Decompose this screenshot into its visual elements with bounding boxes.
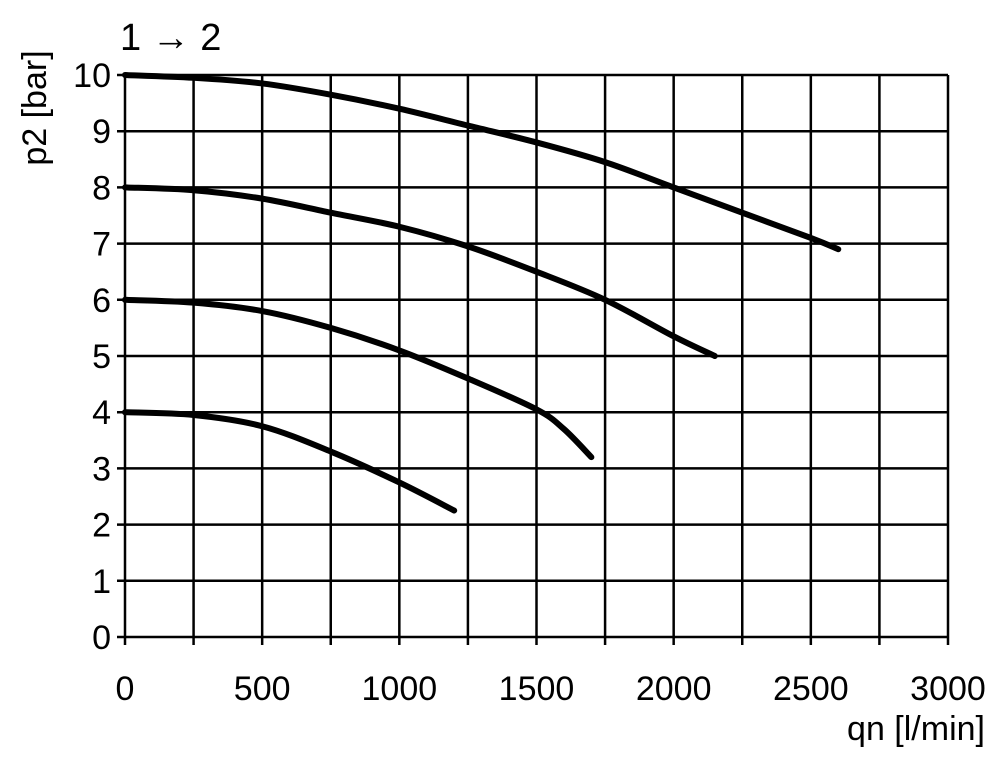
pressure-curve-3 [122,296,595,461]
chart-subtitle: 1 → 2 [120,17,221,59]
pressure-curve-1 [122,72,842,253]
x-tick-label: 500 [234,670,291,708]
x-tick-label: 2000 [636,670,712,708]
x-tick-label: 1000 [362,670,438,708]
grid [117,73,950,645]
y-tick-label: 6 [92,282,111,320]
y-tick-label: 2 [92,507,111,545]
x-tick-label: 2500 [773,670,849,708]
y-tick-label: 3 [92,450,111,488]
y-tick-labels: 0 1 2 3 4 5 6 7 8 9 10 [73,57,111,657]
y-tick-label: 8 [92,169,111,207]
y-tick-label: 4 [92,394,111,432]
y-tick-label: 7 [92,226,111,264]
x-tick-labels: 0 500 1000 1500 2000 2500 3000 [116,670,986,708]
x-tick-label: 0 [116,670,135,708]
x-tick-label: 1500 [499,670,575,708]
pressure-curve-2 [122,184,718,359]
y-tick-label: 1 [92,563,111,601]
x-axis-title: qn [l/min] [847,710,985,748]
y-axis-title: p2 [bar] [16,50,54,165]
x-tick-label: 3000 [910,670,986,708]
y-tick-label: 5 [92,338,111,376]
y-tick-label: 10 [73,57,111,95]
curves [122,72,842,514]
pressure-curve-4 [122,409,458,514]
y-tick-label: 0 [92,619,111,657]
y-tick-label: 9 [92,113,111,151]
